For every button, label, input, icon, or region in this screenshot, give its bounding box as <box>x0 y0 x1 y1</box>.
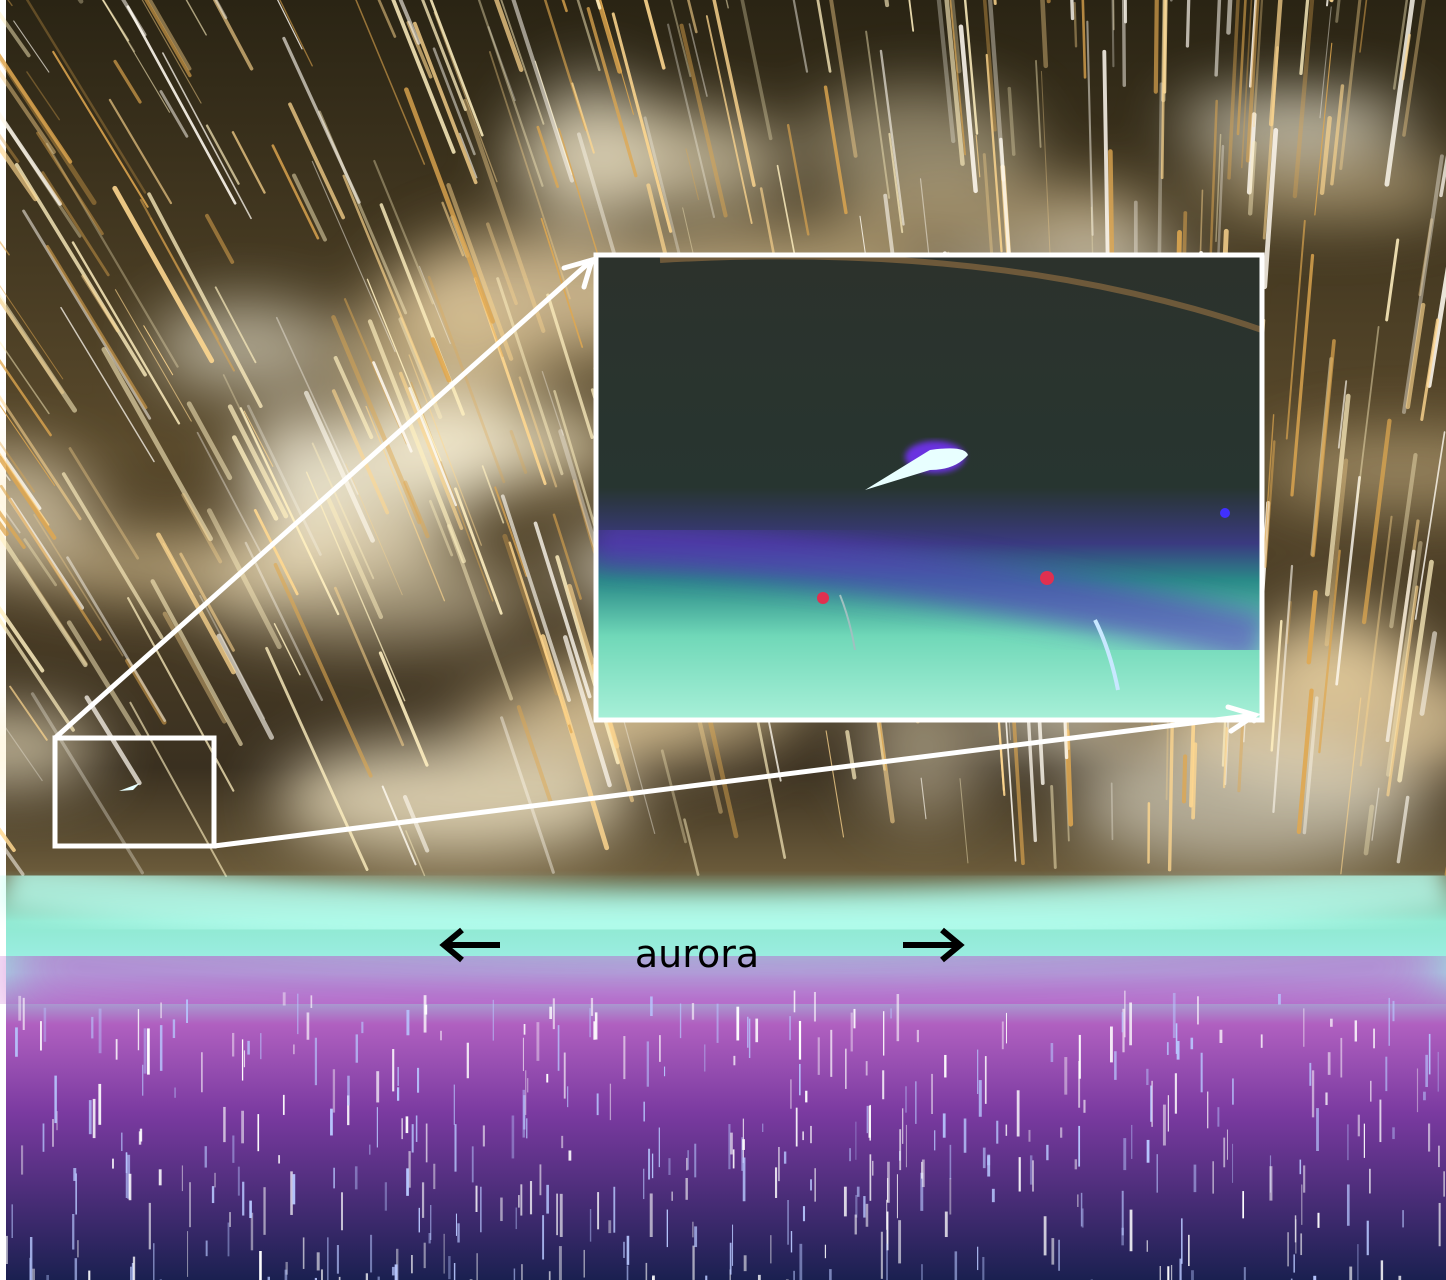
inset-frame <box>593 252 1265 723</box>
zoom-connectors <box>52 256 1261 849</box>
aurora-label: aurora <box>635 932 759 976</box>
star-trails <box>6 990 1445 1280</box>
inset-image <box>596 255 1262 720</box>
zoom-box <box>52 735 217 849</box>
airglow-band <box>0 900 1446 1060</box>
aurora-band <box>2 850 1446 955</box>
meteor <box>119 783 140 791</box>
aurora-arrows <box>439 927 965 963</box>
